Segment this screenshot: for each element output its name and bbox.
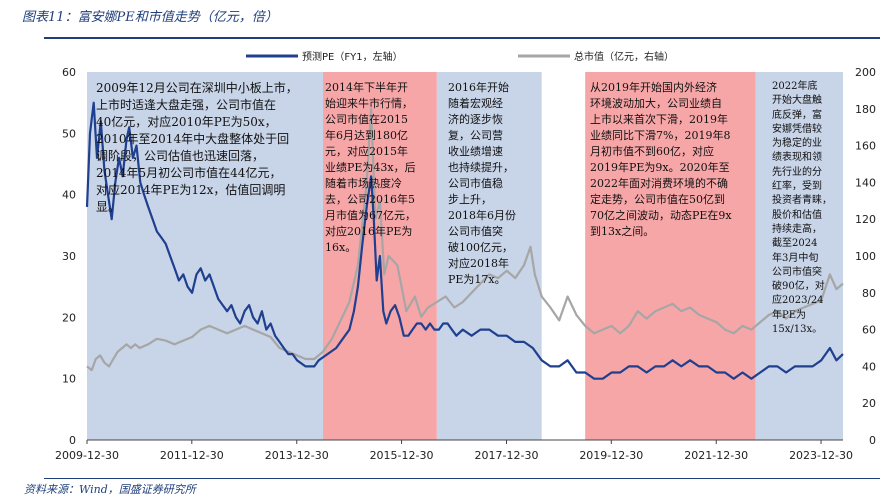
x-tick-7: 2023-12-30: [789, 449, 853, 462]
y-left-tick-1: 10: [62, 373, 76, 386]
y-right-tick-7: 140: [855, 176, 876, 189]
footer-divider: [44, 478, 880, 479]
shade-period-3: [585, 72, 756, 440]
y-left-tick-3: 30: [62, 250, 76, 263]
x-tick-1: 2011-12-30: [160, 449, 224, 462]
x-tick-4: 2017-12-30: [475, 449, 539, 462]
legend-label-mcap: 总市值（亿元，右轴）: [574, 50, 674, 63]
x-tick-5: 2019-12-30: [579, 449, 643, 462]
annotation-5: 2022年底 开始大盘触 底反弹，富 安娜凭借较 为稳定的业 绩表现和领 先行业…: [772, 81, 832, 336]
y-right-tick-4: 80: [862, 287, 876, 300]
shade-period-0: [87, 72, 324, 440]
y-left-tick-0: 0: [69, 434, 76, 447]
annotation-2: 2014年下半年开 始迎来牛市行情， 公司市值在2015 年6月达到180亿 元…: [325, 81, 416, 254]
annotation-4: 从2019年开始国内外经济 环境波动加大，公司业绩自 上市以来首次下滑，2019…: [590, 81, 732, 238]
axes: 0 10 20 30 40 50 60 0 20 40 60 80 100 120 140 160 180 200…: [55, 66, 876, 462]
y-right-tick-10: 200: [855, 66, 876, 79]
x-tick-0: 2009-12-30: [55, 449, 119, 462]
shaded-periods: [87, 72, 843, 440]
y-right-tick-9: 180: [855, 103, 876, 116]
shade-period-4: [755, 72, 843, 440]
y-right-tick-2: 40: [862, 360, 876, 373]
y-right-tick-1: 20: [862, 397, 876, 410]
x-tick-3: 2015-12-30: [370, 449, 434, 462]
y-right-tick-3: 60: [862, 324, 876, 337]
y-left-tick-4: 40: [62, 189, 76, 202]
y-left-tick-5: 50: [62, 127, 76, 140]
y-right-tick-5: 100: [855, 250, 876, 263]
y-left-tick-6: 60: [62, 66, 76, 79]
x-tick-6: 2021-12-30: [684, 449, 748, 462]
x-tick-2: 2013-12-30: [265, 449, 329, 462]
annotation-3: 2016年开始 随着宏观经 济的逐步恢 复，公司营 收业绩增速 也持续提升， 公…: [448, 81, 516, 286]
legend-label-pe: 预测PE（FY1，左轴）: [302, 50, 403, 63]
figure-title: 图表11：富安娜PE和市值走势（亿元，倍）: [22, 10, 278, 25]
series-lines: [85, 101, 844, 380]
title-divider: [44, 37, 880, 39]
legend: 预测PE（FY1，左轴） 总市值（亿元，右轴）: [246, 50, 674, 63]
shade-period-2: [436, 72, 542, 440]
y-left-tick-2: 20: [62, 311, 76, 324]
annotation-1: 2009年12月公司在深圳中小板上市， 上市时适逢大盘走强，公司市值在 40亿元…: [96, 81, 298, 214]
source-note: 资料来源：Wind，国盛证券研究所: [24, 483, 196, 496]
series-line-mcap: [86, 107, 844, 372]
y-right-tick-8: 160: [855, 140, 876, 153]
y-right-tick-0: 0: [869, 434, 876, 447]
y-right-tick-6: 120: [855, 213, 876, 226]
series-line-pe: [85, 101, 844, 380]
